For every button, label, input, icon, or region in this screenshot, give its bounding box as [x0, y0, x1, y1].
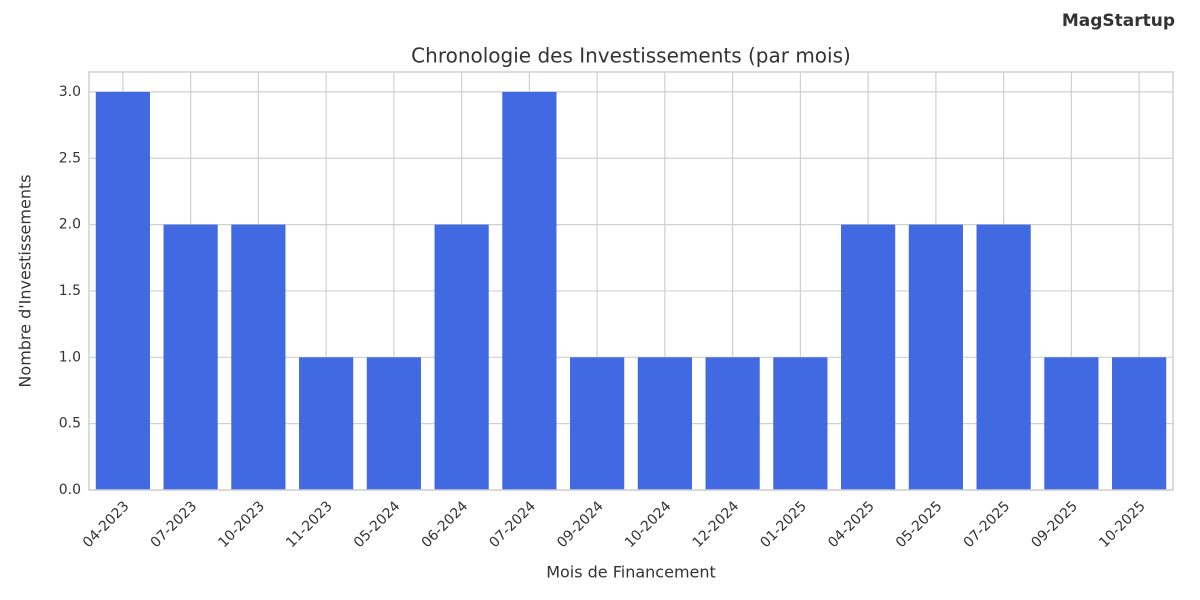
x-tick-label: 07-2024 — [486, 498, 539, 551]
bar — [570, 357, 625, 490]
x-tick-label: 06-2024 — [419, 498, 472, 551]
y-tick-label: 2.5 — [59, 150, 81, 166]
x-tick-label: 05-2025 — [893, 498, 946, 551]
y-tick-label: 3.0 — [59, 84, 81, 100]
x-tick-label: 05-2024 — [351, 498, 404, 551]
y-tick-label: 2.0 — [59, 217, 81, 233]
bar — [366, 357, 421, 490]
x-tick-label: 12-2024 — [690, 498, 743, 551]
x-tick-label: 04-2023 — [80, 498, 133, 551]
bar — [976, 224, 1031, 490]
y-tick-label: 0.0 — [59, 482, 81, 498]
x-tick-label: 10-2023 — [215, 498, 268, 551]
x-tick-label: 09-2024 — [554, 498, 607, 551]
bar — [95, 91, 150, 491]
bar — [1044, 357, 1099, 490]
bar — [908, 224, 963, 490]
y-tick-label: 1.5 — [59, 283, 81, 299]
y-axis-label: Nombre d'Investissements — [16, 174, 35, 387]
brand: MagStartup — [1062, 11, 1175, 31]
x-tick-label: 10-2024 — [622, 498, 675, 551]
bar — [841, 224, 896, 490]
bar — [434, 224, 489, 490]
plot-frame — [88, 71, 1174, 491]
bar — [637, 357, 692, 490]
y-tick-label: 0.5 — [59, 416, 81, 432]
bar — [1112, 357, 1167, 490]
chart-title: Chronologie des Investissements (par moi… — [411, 44, 851, 68]
bar — [299, 357, 354, 490]
y-tick-label: 1.0 — [59, 349, 81, 365]
bar — [705, 357, 760, 490]
x-tick-label: 01-2025 — [757, 498, 810, 551]
x-tick-label: 07-2023 — [148, 498, 201, 551]
x-tick-label: 07-2025 — [961, 498, 1014, 551]
x-axis-label: Mois de Financement — [546, 563, 716, 582]
x-tick-label: 11-2023 — [283, 498, 336, 551]
bar — [231, 224, 286, 490]
bar — [163, 224, 218, 490]
x-tick-label: 10-2025 — [1096, 498, 1149, 551]
x-tick-label: 04-2025 — [825, 498, 878, 551]
bar — [502, 91, 557, 491]
bar — [773, 357, 828, 490]
x-tick-label: 09-2025 — [1028, 498, 1081, 551]
